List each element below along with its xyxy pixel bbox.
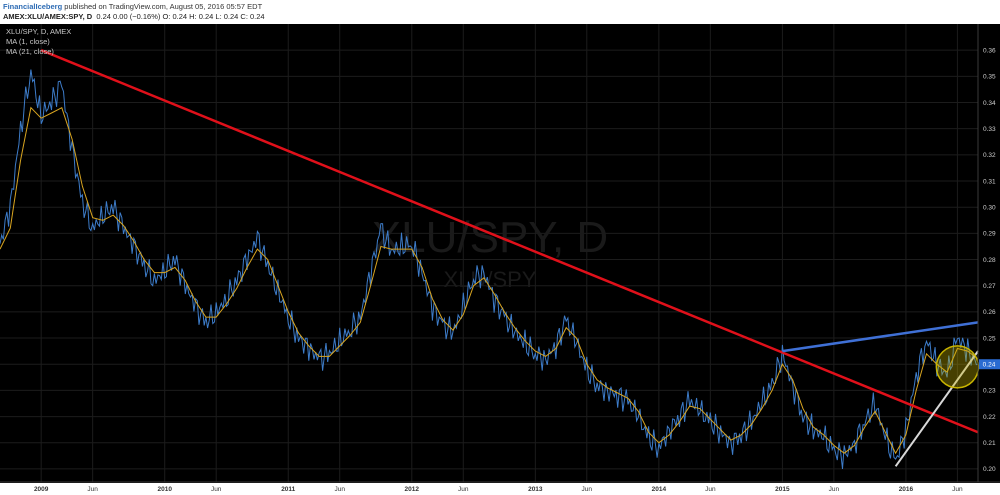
ma21-series-line <box>0 106 979 455</box>
ohlc-values: 0.24 0.00 (−0.16%) O: 0.24 H: 0.24 L: 0.… <box>96 12 265 21</box>
y-tick-label: 0.29 <box>983 231 996 238</box>
x-tick-label: Jun <box>705 486 716 493</box>
x-tick-label: Jun <box>87 486 98 493</box>
x-tick-label: 2012 <box>405 486 420 493</box>
x-tick-label: 2009 <box>34 486 49 493</box>
symbol-info: AMEX:XLU/AMEX:SPY, D 0.24 0.00 (−0.16%) … <box>3 12 265 21</box>
price-chart[interactable]: XLU/SPY, D XLU/SPY 0.200.210.220.230.240… <box>0 24 1000 495</box>
legend-ma2: MA (21, close) <box>6 47 54 56</box>
y-tick-label: 0.32 <box>983 152 996 159</box>
resistance-trendline <box>782 321 979 353</box>
y-tick-label: 0.26 <box>983 309 996 316</box>
y-tick-label: 0.36 <box>983 47 996 54</box>
price-series-line <box>0 69 979 470</box>
symbol-label: AMEX:XLU/AMEX:SPY, D <box>3 12 93 21</box>
y-tick-label: 0.34 <box>983 100 996 107</box>
y-tick-label: 0.20 <box>983 466 996 473</box>
x-tick-label: Jun <box>334 486 345 493</box>
x-axis: 2009 Jun 2010 Jun 2011 Jun 2012 Jun 2013 Jun 2014 J… <box>34 486 963 493</box>
highlight-circle <box>935 345 980 389</box>
downtrend-trendline <box>40 49 979 434</box>
chart-header: FinancialIceberg published on TradingVie… <box>0 0 1000 24</box>
legend-ma1: MA (1, close) <box>6 37 50 46</box>
y-tick-label: 0.21 <box>983 440 996 447</box>
x-tick-label: Jun <box>952 486 963 493</box>
y-tick-label: 0.23 <box>983 388 996 395</box>
y-tick-label: 0.28 <box>983 257 996 264</box>
x-tick-label: Jun <box>582 486 593 493</box>
x-tick-label: 2011 <box>281 486 295 493</box>
x-tick-label: 2014 <box>652 486 667 493</box>
x-tick-label: Jun <box>211 486 222 493</box>
y-tick-label: 0.33 <box>983 126 996 133</box>
watermark-main: XLU/SPY, D <box>372 213 608 262</box>
y-tick-label: 0.35 <box>983 74 996 81</box>
publish-info: FinancialIceberg published on TradingVie… <box>3 2 262 11</box>
legend: XLU/SPY, D, AMEX MA (1, close) MA (21, c… <box>6 27 71 56</box>
y-tick-label: 0.31 <box>983 178 996 185</box>
series-layer <box>0 69 979 470</box>
y-tick-label: 0.30 <box>983 205 996 212</box>
author-link[interactable]: FinancialIceberg <box>3 2 63 11</box>
x-tick-label: 2013 <box>528 486 543 493</box>
trendlines <box>40 49 980 467</box>
x-tick-label: 2015 <box>775 486 790 493</box>
y-tick-label: 0.27 <box>983 283 996 290</box>
price-tag-value: 0.24 <box>983 362 996 369</box>
support-trendline <box>894 350 979 467</box>
x-tick-label: 2010 <box>157 486 172 493</box>
price-tag-background <box>979 359 1000 370</box>
y-tick-label: 0.22 <box>983 414 996 421</box>
x-tick-label: Jun <box>829 486 840 493</box>
x-axis-strip <box>0 483 1000 495</box>
price-tag: 0.24 <box>979 359 1000 370</box>
x-tick-label: Jun <box>458 486 469 493</box>
publish-text: published on TradingView.com, August 05,… <box>62 2 263 11</box>
x-tick-label: 2016 <box>899 486 914 493</box>
y-tick-label: 0.25 <box>983 335 996 342</box>
legend-title: XLU/SPY, D, AMEX <box>6 27 71 36</box>
